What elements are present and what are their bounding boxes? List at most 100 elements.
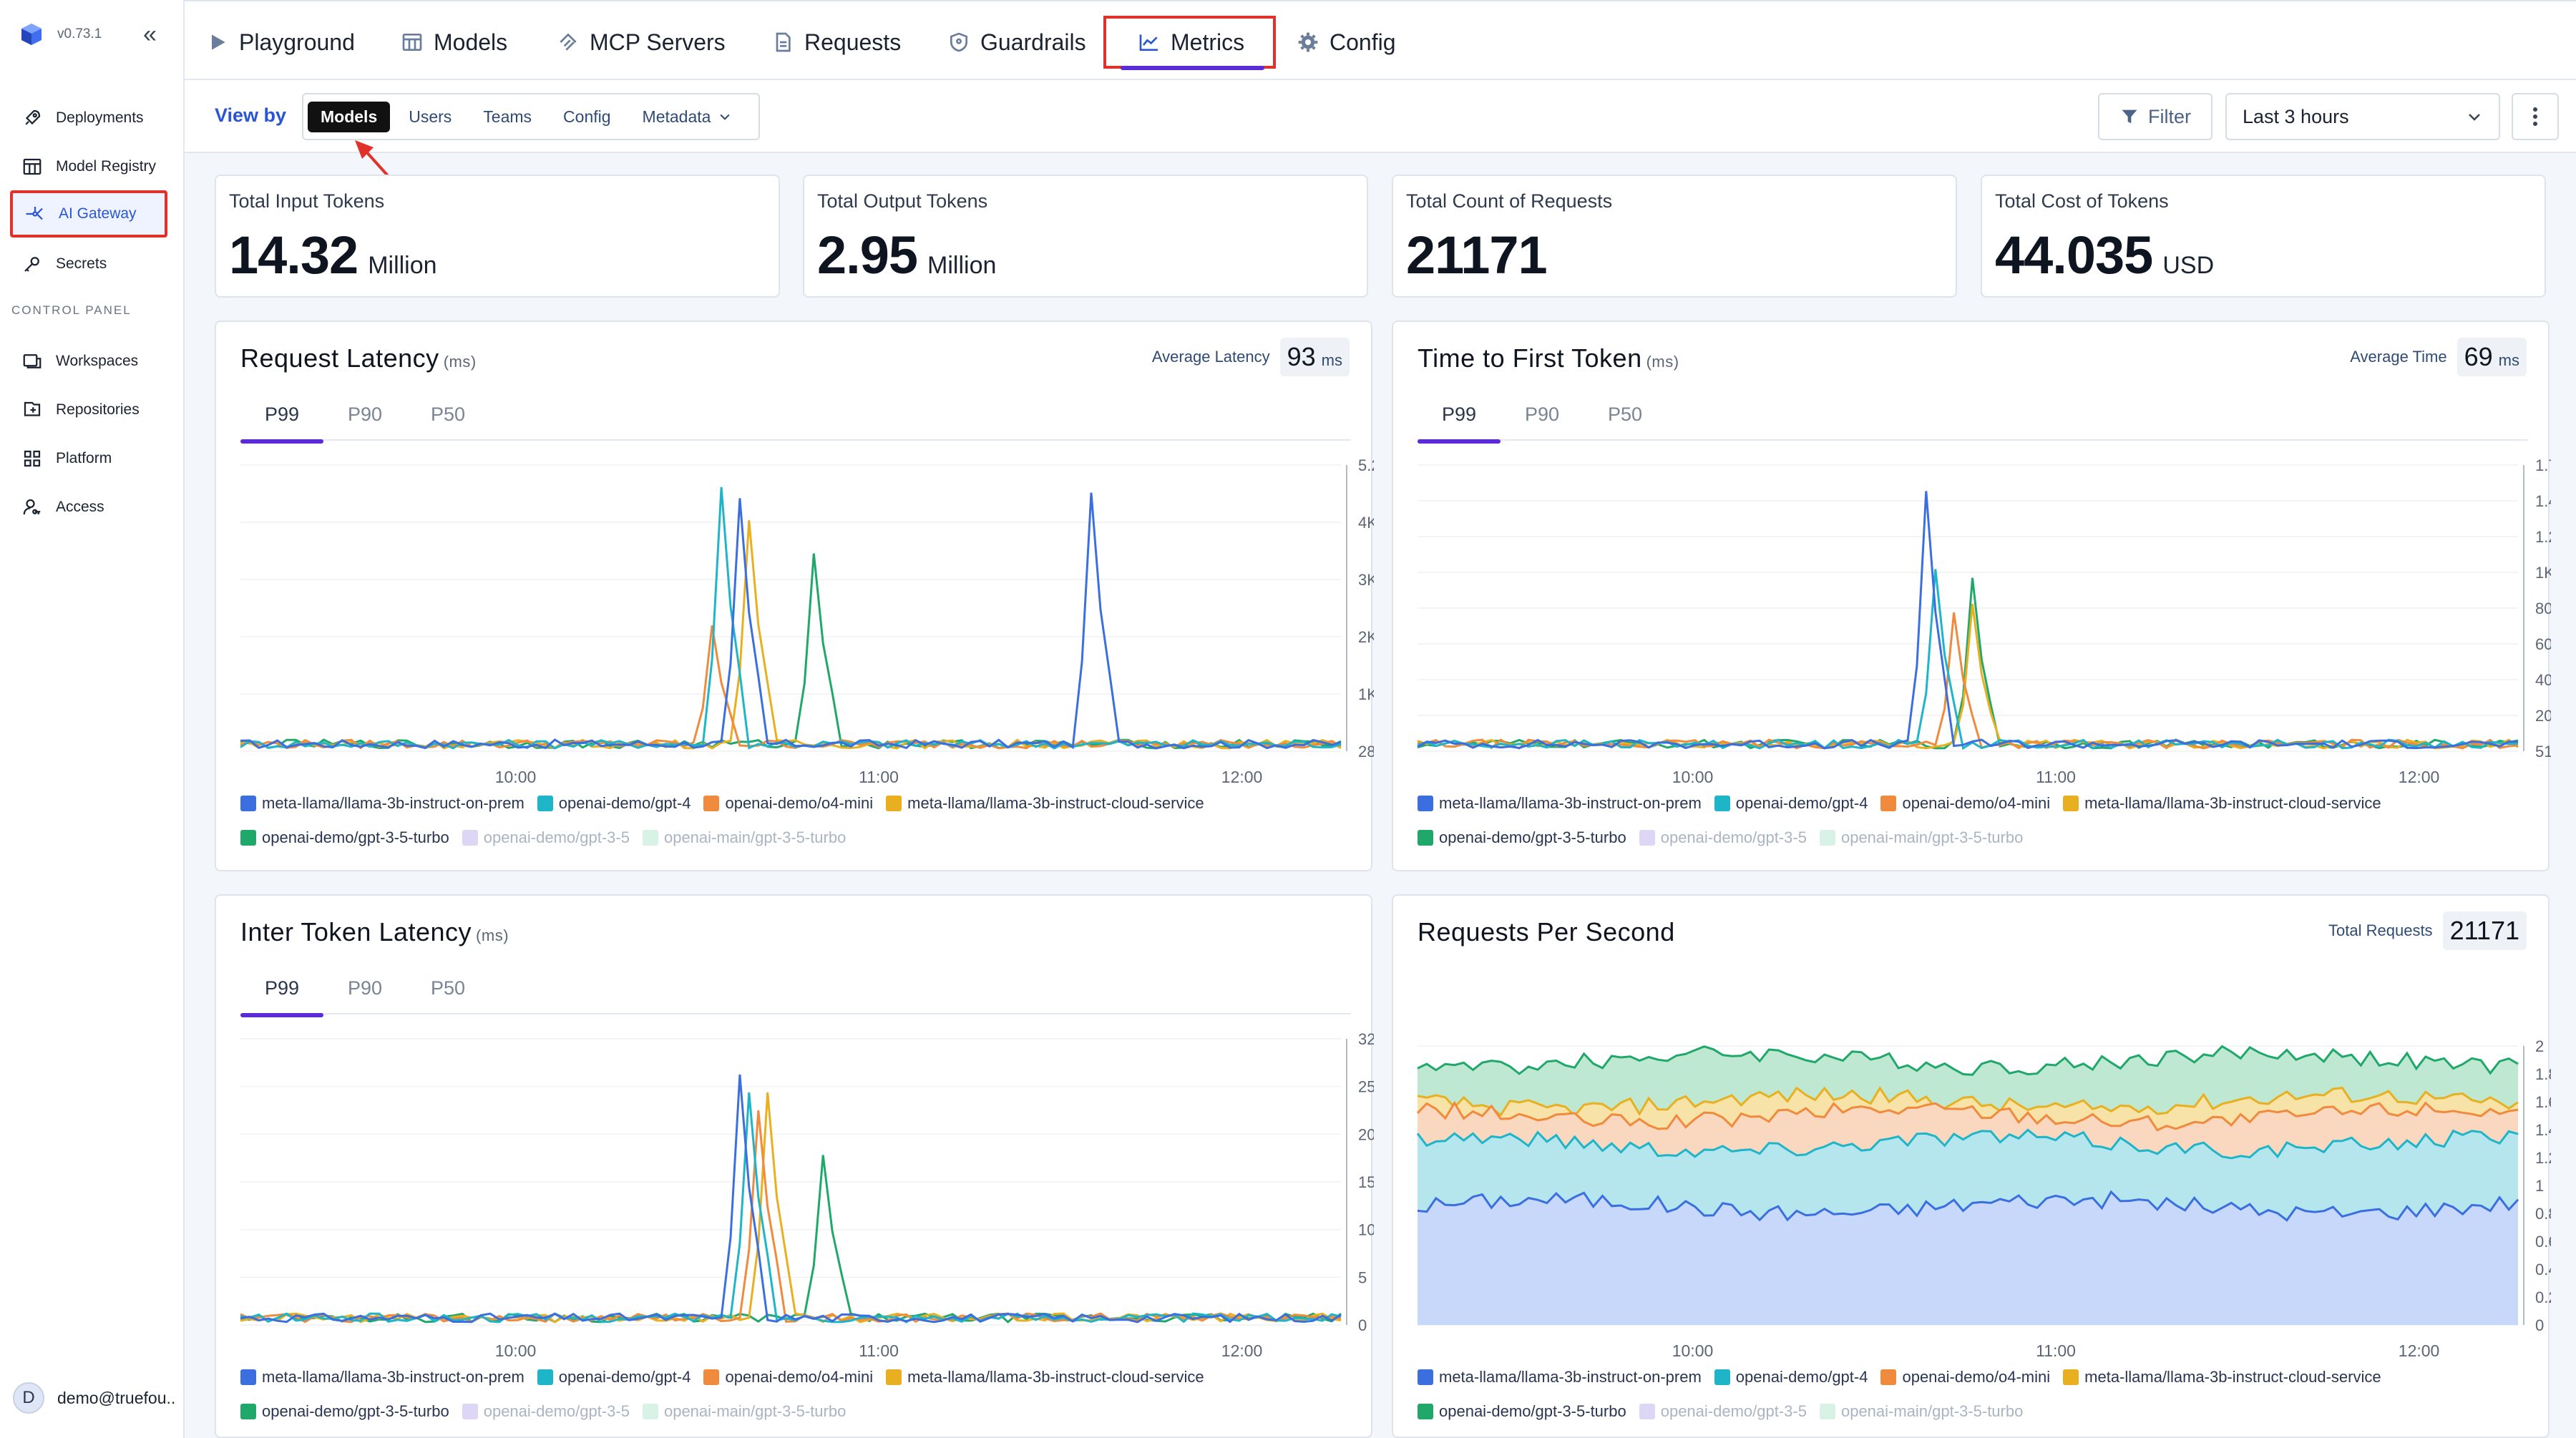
legend-item[interactable]: openai-demo/gpt-4 [537, 794, 691, 813]
percentile-tabs: P99 P90 P50 [240, 970, 1351, 1017]
legend-item[interactable]: meta-llama/llama-3b-instruct-cloud-servi… [2063, 794, 2381, 813]
stat-value: 44.035 USD [1995, 225, 2214, 285]
sidebar-item-deployments[interactable]: Deployments [10, 96, 169, 140]
sidebar-item-model-registry[interactable]: Model Registry [10, 145, 169, 189]
legend-label: meta-llama/llama-3b-instruct-on-prem [262, 794, 525, 812]
time-range-select[interactable]: Last 3 hours [2225, 93, 2500, 140]
tab-p50[interactable]: P50 [430, 977, 466, 999]
legend-swatch [240, 1404, 256, 1419]
legend-item[interactable]: openai-demo/o4-mini [1880, 794, 2050, 813]
legend-swatch [240, 796, 256, 811]
view-by-config[interactable]: Config [563, 107, 611, 126]
legend-label: openai-main/gpt-3-5-turbo [1840, 828, 2024, 846]
tab-p99[interactable]: P99 [240, 403, 323, 444]
legend-item[interactable]: openai-demo/gpt-3-5-turbo [1418, 828, 1626, 847]
legend-item[interactable]: openai-demo/o4-mini [703, 794, 873, 813]
y-tick-label: 400 [2535, 671, 2551, 689]
x-tick-label: 10:00 [1672, 768, 1714, 786]
legend-item[interactable]: openai-demo/gpt-3-5-turbo [240, 828, 449, 847]
tab-label: Metrics [1171, 29, 1245, 55]
series-line [240, 1155, 1342, 1324]
view-by-models[interactable]: Models [308, 101, 391, 132]
sidebar-item-secrets[interactable]: Secrets [10, 242, 169, 286]
legend-item[interactable]: meta-llama/llama-3b-instruct-on-prem [1418, 794, 1702, 813]
series-line [1417, 1086, 2519, 1117]
tab-p90[interactable]: P90 [347, 977, 383, 999]
series-line [240, 553, 1342, 750]
tab-metrics[interactable]: Metrics [1103, 16, 1277, 70]
title-unit: (ms) [443, 353, 477, 371]
legend-item[interactable]: openai-demo/o4-mini [703, 1368, 873, 1386]
y-tick-label: 1.6 [2535, 1093, 2551, 1111]
y-tick-label: 1.4 [2535, 1121, 2551, 1139]
legend-item[interactable]: meta-llama/llama-3b-instruct-on-prem [240, 1368, 525, 1386]
legend-item[interactable]: openai-demo/gpt-3-5-turbo [1418, 1402, 1626, 1421]
filter-button[interactable]: Filter [2098, 93, 2212, 140]
tab-models[interactable]: Models [401, 16, 507, 69]
key-icon [24, 257, 39, 272]
request-latency-chart: 28 1K 2K 3K 4K 5.2K 10:00 11:00 12:00 [240, 456, 1374, 786]
legend-swatch [1819, 830, 1835, 846]
more-options-button[interactable] [2512, 93, 2559, 140]
tab-requests[interactable]: Requests [771, 16, 901, 69]
tab-mcp-servers[interactable]: MCP Servers [557, 16, 726, 69]
sidebar-item-repositories[interactable]: Repositories [10, 388, 169, 432]
series-line [240, 1092, 1342, 1324]
stat-number: 2.95 [817, 225, 918, 285]
play-icon [212, 34, 225, 50]
avg-value: 69 [2464, 342, 2493, 371]
legend-item[interactable]: openai-demo/gpt-3-5 [462, 828, 630, 847]
y-tick-label: 600 [2535, 635, 2551, 653]
user-profile[interactable]: D demo@truefou.. [13, 1382, 175, 1414]
tab-config[interactable]: Config [1297, 16, 1396, 69]
tab-p90[interactable]: P90 [347, 403, 383, 425]
legend-item[interactable]: meta-llama/llama-3b-instruct-cloud-servi… [886, 794, 1204, 813]
x-tick-label: 12:00 [1221, 1341, 1263, 1360]
view-by-teams[interactable]: Teams [483, 107, 532, 126]
filter-label: Filter [2148, 105, 2191, 127]
tab-p90[interactable]: P90 [1524, 403, 1560, 425]
chart-legend: meta-llama/llama-3b-instruct-on-prem open… [1418, 1368, 2534, 1421]
y-tick-label: 800 [2535, 600, 2551, 617]
legend-item[interactable]: meta-llama/llama-3b-instruct-cloud-servi… [2063, 1368, 2381, 1386]
legend-item[interactable]: openai-demo/gpt-4 [1714, 1368, 1868, 1386]
tab-p99[interactable]: P99 [1418, 403, 1501, 444]
sidebar-item-access[interactable]: Access [10, 485, 169, 529]
legend-item[interactable]: openai-main/gpt-3-5-turbo [642, 1402, 846, 1421]
legend-item[interactable]: meta-llama/llama-3b-instruct-on-prem [1418, 1368, 1702, 1386]
legend-item[interactable]: openai-main/gpt-3-5-turbo [642, 828, 846, 847]
title-text: Requests Per Second [1418, 917, 1675, 947]
legend-item[interactable]: openai-main/gpt-3-5-turbo [1819, 1402, 2023, 1421]
legend-label: openai-demo/gpt-3-5-turbo [262, 828, 449, 846]
tab-guardrails[interactable]: Guardrails [947, 16, 1086, 69]
legend-swatch [462, 830, 478, 846]
legend-item[interactable]: openai-main/gpt-3-5-turbo [1819, 828, 2024, 847]
legend-item[interactable]: openai-demo/gpt-3-5 [1639, 828, 1807, 847]
legend-item[interactable]: meta-llama/llama-3b-instruct-on-prem [240, 794, 525, 813]
time-range-value: Last 3 hours [2243, 105, 2349, 127]
rps-chart: 0 0.2 0.4 0.6 0.8 1 1.2 1.4 1.6 1.8 2 10:00 11:00 12:… [1416, 1037, 2551, 1360]
legend-item[interactable]: openai-demo/gpt-4 [1714, 794, 1868, 813]
collapse-sidebar-icon[interactable]: « [143, 21, 157, 48]
y-tick-label: 5 [1358, 1268, 1367, 1286]
tab-playground[interactable]: Playground [206, 16, 355, 69]
tab-p99[interactable]: P99 [240, 977, 323, 1017]
legend-item[interactable]: openai-demo/gpt-3-5 [462, 1402, 630, 1421]
sidebar-item-platform[interactable]: Platform [10, 436, 169, 481]
legend-item[interactable]: openai-demo/o4-mini [1880, 1368, 2050, 1386]
tab-p50[interactable]: P50 [1607, 403, 1643, 425]
sidebar-item-ai-gateway[interactable]: AI Gateway [10, 190, 167, 238]
view-by-metadata[interactable]: Metadata [630, 102, 746, 132]
legend-item[interactable]: openai-demo/gpt-3-5 [1639, 1402, 1807, 1421]
logo-row: v0.73.1 [19, 21, 102, 47]
legend-item[interactable]: meta-llama/llama-3b-instruct-cloud-servi… [886, 1368, 1204, 1386]
stat-label: Total Output Tokens [817, 190, 988, 212]
x-tick-label: 11:00 [2036, 768, 2076, 786]
tab-p50[interactable]: P50 [430, 403, 466, 425]
legend-item[interactable]: openai-demo/gpt-3-5-turbo [240, 1402, 449, 1421]
stat-total-cost-of-tokens: Total Cost of Tokens 44.035 USD [1981, 175, 2546, 298]
sidebar-item-workspaces[interactable]: Workspaces [10, 339, 169, 383]
rocket-icon [25, 109, 41, 125]
legend-item[interactable]: openai-demo/gpt-4 [537, 1368, 691, 1386]
view-by-users[interactable]: Users [409, 107, 452, 126]
